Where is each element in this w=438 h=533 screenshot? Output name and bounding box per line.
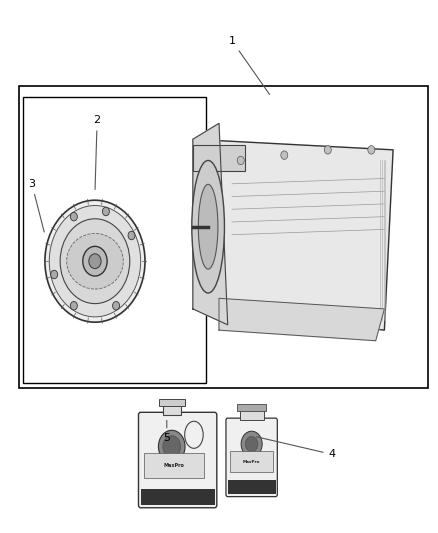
Bar xyxy=(141,489,215,505)
Circle shape xyxy=(281,151,288,159)
Bar xyxy=(228,480,276,495)
Ellipse shape xyxy=(67,233,123,289)
Bar xyxy=(193,144,245,171)
Circle shape xyxy=(163,435,180,457)
Polygon shape xyxy=(193,123,228,325)
Circle shape xyxy=(324,146,331,154)
Circle shape xyxy=(102,207,110,216)
FancyBboxPatch shape xyxy=(138,413,217,508)
Text: MaxPro: MaxPro xyxy=(163,463,184,468)
Polygon shape xyxy=(193,139,393,330)
Circle shape xyxy=(368,146,375,154)
Circle shape xyxy=(49,206,141,317)
Ellipse shape xyxy=(192,160,224,293)
Bar xyxy=(230,451,273,472)
Circle shape xyxy=(159,430,185,463)
Bar xyxy=(19,86,428,389)
Circle shape xyxy=(45,200,145,322)
Circle shape xyxy=(128,231,135,240)
Bar xyxy=(163,404,181,415)
Bar xyxy=(145,453,204,478)
Circle shape xyxy=(89,254,101,269)
Text: 2: 2 xyxy=(94,115,101,190)
Text: 4: 4 xyxy=(257,437,336,459)
Bar xyxy=(237,404,266,411)
Circle shape xyxy=(71,213,78,221)
Circle shape xyxy=(241,431,262,457)
Circle shape xyxy=(113,302,120,310)
Circle shape xyxy=(245,437,258,451)
Circle shape xyxy=(51,270,58,279)
Bar xyxy=(159,399,185,406)
Text: MaxPro: MaxPro xyxy=(243,460,260,464)
Text: 5: 5 xyxy=(163,421,170,443)
Bar xyxy=(23,97,206,383)
Circle shape xyxy=(71,302,78,310)
Text: 3: 3 xyxy=(28,179,44,232)
Text: 1: 1 xyxy=(229,36,270,94)
Circle shape xyxy=(83,246,107,276)
FancyBboxPatch shape xyxy=(226,418,277,497)
Circle shape xyxy=(237,156,244,165)
Bar xyxy=(240,410,264,420)
Ellipse shape xyxy=(198,184,218,269)
Circle shape xyxy=(60,219,130,304)
Polygon shape xyxy=(219,298,385,341)
